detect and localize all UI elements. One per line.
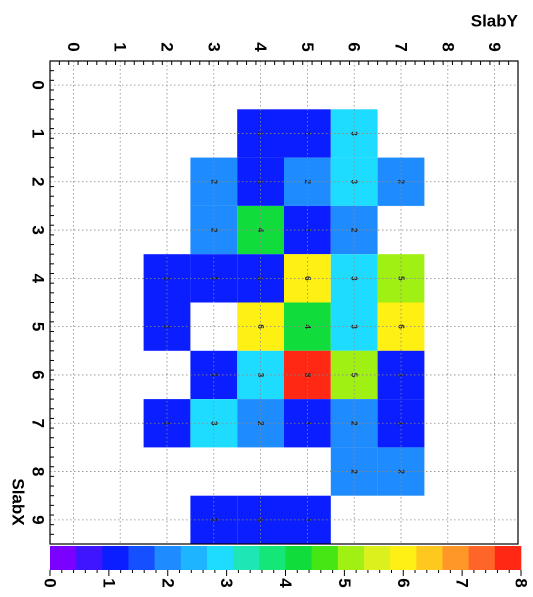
- colorbar-segment: [50, 546, 77, 570]
- colorbar-segment: [285, 546, 312, 570]
- colorbar-tick-label: 8: [512, 578, 531, 587]
- colorbar-tick-label: 7: [453, 578, 472, 587]
- cell-value-label: 1: [256, 276, 265, 281]
- slabx-tick-label: 5: [29, 322, 48, 331]
- cell-value-label: 1: [209, 518, 218, 523]
- colorbar-segment: [390, 546, 417, 570]
- colorbar-tick-label: 2: [158, 578, 177, 587]
- cell-value-label: 1: [256, 518, 265, 523]
- slaby-tick-label: 7: [392, 42, 411, 51]
- colorbar-segment: [76, 546, 103, 570]
- grid-lines: [50, 61, 518, 544]
- heatmap-cell: [377, 447, 425, 496]
- colorbar-segment: [311, 546, 339, 570]
- colorbar-segment: [337, 546, 365, 570]
- slaby-tick-label: 3: [204, 42, 223, 51]
- heatmap-cell: [377, 302, 425, 351]
- color-scale-bar: 0 1 2 3 4 5 6 7 8: [41, 546, 531, 588]
- colorbar-segment: [102, 546, 129, 570]
- cell-value-label: 3: [209, 421, 218, 426]
- heatmap-cell: [237, 350, 284, 400]
- slabx-tick-label: 8: [29, 467, 48, 476]
- colorbar-segment: [259, 546, 286, 570]
- heatmap-cell: [237, 302, 284, 351]
- heatmap-cell: [377, 350, 425, 400]
- colorbar-segment: [364, 546, 391, 570]
- cell-value-label: 3: [256, 373, 265, 378]
- colorbar-segment: [494, 546, 522, 570]
- cell-value-label: 6: [256, 324, 265, 329]
- slabx-tick-label: 0: [29, 80, 48, 89]
- cell-value-label: 5: [397, 276, 406, 281]
- slaby-tick-label: 1: [111, 42, 130, 51]
- slabx-tick-label: 9: [29, 515, 48, 524]
- axis-ticks: [49, 60, 519, 545]
- slaby-axis-title: SlabY: [471, 12, 519, 31]
- slabx-tick-label: 6: [29, 370, 48, 379]
- colorbar-segment: [468, 546, 496, 570]
- colorbar-tick-label: 5: [335, 578, 354, 587]
- colorbar-tick-label: 6: [394, 578, 413, 587]
- slabx-tick-label: 2: [29, 177, 48, 186]
- colorbar-segment: [233, 546, 260, 570]
- cell-value-label: 2: [256, 421, 265, 426]
- slaby-tick-label: 6: [345, 42, 364, 51]
- slabx-axis-title: SlabX: [9, 478, 28, 526]
- slabx-tick-label: 4: [29, 274, 48, 284]
- colorbar-tick-label: 3: [217, 578, 236, 587]
- cell-value-label: 1: [397, 373, 406, 378]
- slaby-tick-label: 9: [485, 42, 504, 51]
- slabx-tick-label: 7: [29, 419, 48, 428]
- slaby-tick-label: 0: [64, 42, 83, 51]
- cell-value-label: 2: [397, 469, 406, 474]
- slaby-tick-label: 2: [158, 42, 177, 51]
- slaby-tick-label: 8: [438, 42, 457, 51]
- heatmap-cell: [237, 495, 284, 544]
- colorbar-segment: [442, 546, 469, 570]
- slabx-tick-label: 3: [29, 225, 48, 234]
- cell-value-label: 1: [397, 421, 406, 426]
- slaby-tick-label: 5: [298, 42, 317, 51]
- slaby-tick-label: 4: [251, 42, 270, 52]
- colorbar-tick-label: 0: [41, 578, 60, 587]
- colorbar-segment: [180, 546, 208, 570]
- colorbar-tick-label: 1: [99, 578, 118, 587]
- heatmap-cell: [237, 399, 284, 448]
- heatmap-cell: [377, 399, 425, 448]
- slabx-tick-label: 1: [29, 129, 48, 138]
- colorbar-segment: [154, 546, 182, 570]
- colorbar-segment: [128, 546, 155, 570]
- cell-value-label: 1: [209, 276, 218, 281]
- colorbar-segment: [416, 546, 443, 570]
- cell-value-label: 1: [209, 373, 218, 378]
- colorbar-segment: [207, 546, 234, 570]
- cell-value-label: 6: [397, 324, 406, 329]
- colorbar-tick-label: 4: [276, 578, 295, 588]
